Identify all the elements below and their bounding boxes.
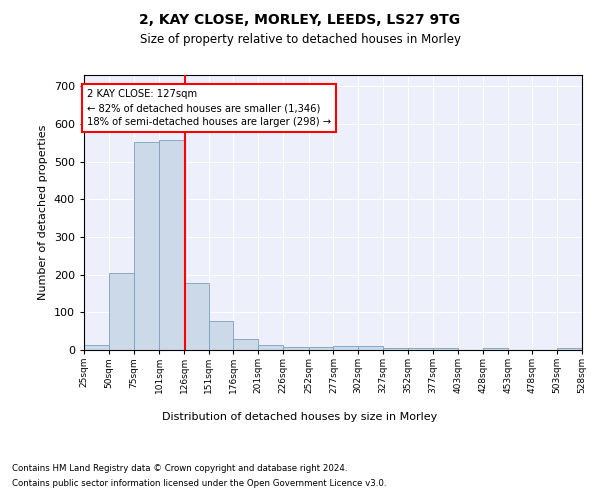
Bar <box>184 283 209 350</box>
Bar <box>159 140 184 350</box>
Bar <box>408 348 433 350</box>
Bar <box>309 347 334 350</box>
Text: Contains public sector information licensed under the Open Government Licence v3: Contains public sector information licen… <box>12 479 386 488</box>
Bar <box>483 348 508 350</box>
Text: Contains HM Land Registry data © Crown copyright and database right 2024.: Contains HM Land Registry data © Crown c… <box>12 464 347 473</box>
Bar <box>433 348 458 350</box>
Bar <box>358 346 383 350</box>
Text: Distribution of detached houses by size in Morley: Distribution of detached houses by size … <box>163 412 437 422</box>
Text: 2 KAY CLOSE: 127sqm
← 82% of detached houses are smaller (1,346)
18% of semi-det: 2 KAY CLOSE: 127sqm ← 82% of detached ho… <box>87 90 331 128</box>
Bar <box>334 346 358 350</box>
Bar <box>134 142 159 350</box>
Text: Size of property relative to detached houses in Morley: Size of property relative to detached ho… <box>139 32 461 46</box>
Bar <box>383 348 408 350</box>
Bar <box>209 321 233 350</box>
Y-axis label: Number of detached properties: Number of detached properties <box>38 125 48 300</box>
Bar <box>557 348 582 350</box>
Bar <box>283 346 309 350</box>
Bar <box>233 339 258 350</box>
Bar <box>84 345 109 350</box>
Text: 2, KAY CLOSE, MORLEY, LEEDS, LS27 9TG: 2, KAY CLOSE, MORLEY, LEEDS, LS27 9TG <box>139 12 461 26</box>
Bar <box>258 346 283 350</box>
Bar <box>109 273 134 350</box>
